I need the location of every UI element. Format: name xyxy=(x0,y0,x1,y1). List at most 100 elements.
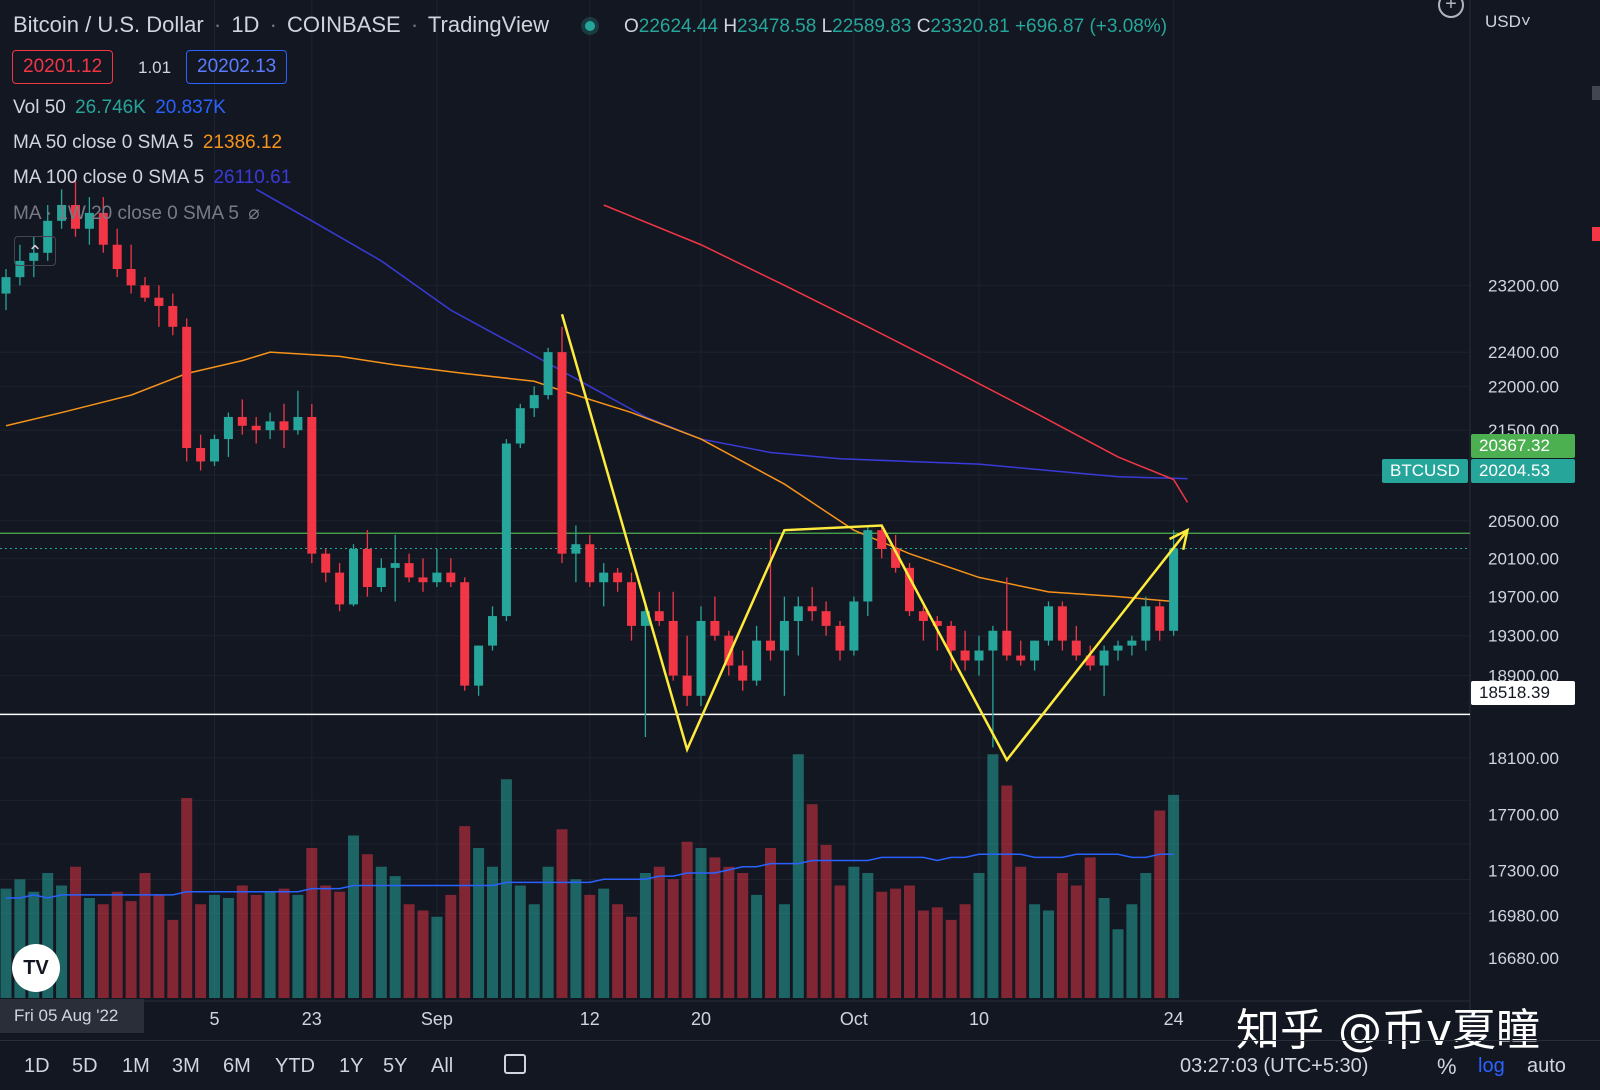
y-tick-label: 17700.00 xyxy=(1488,805,1559,824)
range-all-button[interactable]: All xyxy=(431,1055,454,1077)
candle-body xyxy=(960,650,970,661)
candle-body xyxy=(891,548,901,568)
volume-bar xyxy=(862,873,874,998)
interval-label[interactable]: 1D xyxy=(231,12,260,37)
candle-body xyxy=(432,572,442,583)
volume-bar xyxy=(1084,857,1096,998)
volume-bar xyxy=(0,888,12,998)
x-tick-label: 23 xyxy=(302,1009,322,1029)
volume-bar xyxy=(181,798,193,998)
range-5y-button[interactable]: 5Y xyxy=(383,1055,408,1077)
volume-bar xyxy=(612,904,624,998)
volume-bar xyxy=(626,916,637,998)
clock-readout[interactable]: 03:27:03 (UTC+5:30) xyxy=(1180,1055,1369,1077)
volume-bar xyxy=(570,879,582,998)
y-tick-label: 22000.00 xyxy=(1488,377,1559,396)
volume-bar xyxy=(389,876,401,998)
candle-body xyxy=(1141,606,1151,641)
volume-bar xyxy=(598,888,610,998)
add-icon[interactable]: + xyxy=(1438,0,1464,18)
range-ytd-button[interactable]: YTD xyxy=(275,1055,315,1077)
range-3m-button[interactable]: 3M xyxy=(172,1055,200,1077)
log-scale-button[interactable]: log xyxy=(1478,1055,1505,1077)
candle-body xyxy=(1044,606,1053,641)
y-tick-label: 22400.00 xyxy=(1488,343,1559,362)
candle-body xyxy=(29,252,39,261)
volume-bar xyxy=(473,848,485,998)
volume-bar xyxy=(639,873,651,998)
volume-bar xyxy=(765,848,776,998)
x-tick-label: Oct xyxy=(840,1009,868,1029)
volume-bar xyxy=(403,904,415,998)
volume-bar xyxy=(1098,898,1110,998)
candle-body xyxy=(196,447,206,462)
candle-body xyxy=(1099,650,1109,666)
price-chart[interactable]: 23200.0022400.0022000.0021500.0021000.00… xyxy=(0,0,1600,1040)
volume-bar xyxy=(1029,904,1041,998)
x-tick-label: 10 xyxy=(969,1009,989,1029)
symbol-title-row: Bitcoin / U.S. Dollar · 1D · COINBASE · … xyxy=(13,12,599,38)
candle-body xyxy=(71,205,80,229)
sell-button[interactable]: 20201.12 xyxy=(12,50,114,84)
volume-bar xyxy=(820,844,832,998)
volume-bar xyxy=(723,866,735,998)
volume-bar xyxy=(445,894,457,998)
volume-bar xyxy=(459,826,471,998)
percent-scale-button[interactable]: % xyxy=(1437,1054,1457,1079)
last-price-label: 20204.53 xyxy=(1471,459,1575,483)
volume-bar xyxy=(681,841,693,998)
volume-bar xyxy=(361,854,373,998)
candle-body xyxy=(154,297,164,306)
candle-body xyxy=(640,611,650,626)
candle-body xyxy=(98,212,108,245)
candle-body xyxy=(724,635,734,666)
volume-bar xyxy=(1154,810,1166,998)
candle-body xyxy=(210,439,219,462)
candle-body xyxy=(779,620,789,651)
volume-bar xyxy=(236,885,248,998)
volume-bar xyxy=(222,898,234,998)
symbol-name[interactable]: Bitcoin / U.S. Dollar xyxy=(13,12,204,37)
candle-body xyxy=(168,305,178,327)
indicator-ma50[interactable]: MA 50 close 0 SMA 5 21386.12 xyxy=(13,132,283,153)
range-1m-button[interactable]: 1M xyxy=(122,1055,150,1077)
y-tick-label: 23200.00 xyxy=(1488,276,1559,295)
volume-bar xyxy=(320,885,332,998)
y-tick-label: 19700.00 xyxy=(1488,588,1559,607)
volume-bar xyxy=(14,879,26,998)
candle-body xyxy=(237,416,247,426)
volume-bar xyxy=(987,754,999,998)
candle-body xyxy=(821,611,831,626)
range-1y-button[interactable]: 1Y xyxy=(339,1055,364,1077)
candle-body xyxy=(877,530,887,549)
calendar-icon[interactable] xyxy=(504,1054,526,1074)
collapse-legend-button[interactable]: ⌃ xyxy=(14,236,56,266)
range-6m-button[interactable]: 6M xyxy=(223,1055,251,1077)
indicator-ma-weekly[interactable]: MA · 1W 20 close 0 SMA 5 ⌀ xyxy=(13,203,260,224)
tradingview-logo[interactable]: TV xyxy=(12,944,60,992)
volume-bar xyxy=(1043,910,1054,998)
buy-button[interactable]: 20202.13 xyxy=(186,50,288,84)
candle-body xyxy=(335,572,345,605)
volume-bar xyxy=(111,891,123,998)
auto-scale-button[interactable]: auto xyxy=(1527,1055,1566,1077)
x-tick-label: 20 xyxy=(691,1009,711,1029)
range-1d-button[interactable]: 1D xyxy=(24,1055,50,1077)
volume-bar xyxy=(834,885,846,998)
volume-bar xyxy=(931,907,943,998)
candle-body xyxy=(793,606,803,621)
volume-bar xyxy=(528,904,540,998)
candle-body xyxy=(585,544,595,583)
volume-bar xyxy=(945,919,957,998)
candle-body xyxy=(112,244,122,269)
currency-selector[interactable]: USD˅ xyxy=(1485,12,1531,31)
candle-body xyxy=(362,548,372,588)
candle-body xyxy=(599,572,609,583)
range-5d-button[interactable]: 5D xyxy=(72,1055,98,1077)
indicator-ma100[interactable]: MA 100 close 0 SMA 5 26110.61 xyxy=(13,167,292,188)
y-tick-label: 16980.00 xyxy=(1488,907,1559,926)
indicator-volume[interactable]: Vol 50 26.746K 20.837K xyxy=(13,97,226,118)
exchange-label: COINBASE xyxy=(287,12,401,37)
volume-bar xyxy=(584,894,596,998)
volume-bar xyxy=(250,894,262,998)
